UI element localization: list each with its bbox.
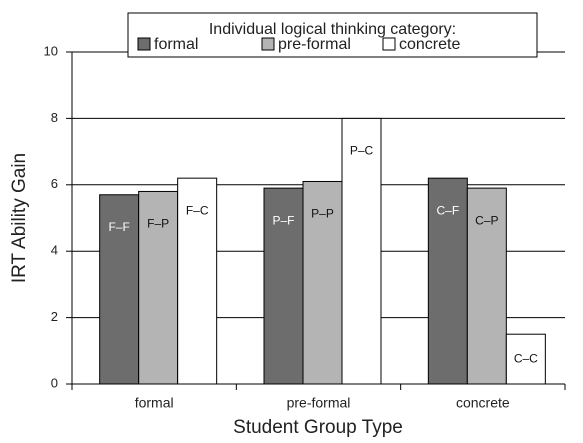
legend-label: pre-formal <box>278 36 351 53</box>
x-tick-label: concrete <box>456 395 510 411</box>
legend-label: concrete <box>399 36 460 53</box>
bar <box>466 187 507 385</box>
legend-title: Individual logical thinking category: <box>209 21 456 38</box>
bar <box>99 194 140 385</box>
y-tick-label: 4 <box>51 243 58 258</box>
legend-label: formal <box>154 36 198 53</box>
bar-label: P–F <box>272 213 294 227</box>
bar <box>138 190 179 385</box>
y-tick-label: 10 <box>44 43 58 58</box>
legend-box <box>127 12 538 58</box>
bar-label: F–P <box>147 217 169 231</box>
x-axis-label: Student Group Type <box>233 417 403 438</box>
bar-label: F–C <box>186 203 209 217</box>
y-tick-label: 6 <box>51 176 58 191</box>
y-tick-label: 8 <box>51 110 58 125</box>
y-tick-label: 0 <box>51 375 58 390</box>
x-tick-label: pre-formal <box>287 395 351 411</box>
bar <box>177 177 218 385</box>
legend-swatch <box>261 37 275 51</box>
y-tick-label: 2 <box>51 309 58 324</box>
bar-label: C–C <box>514 351 538 365</box>
bar-label: P–P <box>311 207 334 221</box>
legend-swatch <box>137 37 151 51</box>
y-axis-label: IRT Ability Gain <box>9 153 30 283</box>
bar <box>427 177 468 385</box>
x-tick-label: formal <box>135 395 174 411</box>
bar <box>505 333 546 385</box>
bar-label: P–C <box>350 144 374 158</box>
bar-label: C–P <box>475 213 498 227</box>
bar-label: F–F <box>108 220 129 234</box>
legend-swatch <box>382 37 396 51</box>
bar <box>341 117 382 385</box>
bar-label: C–F <box>436 203 459 217</box>
